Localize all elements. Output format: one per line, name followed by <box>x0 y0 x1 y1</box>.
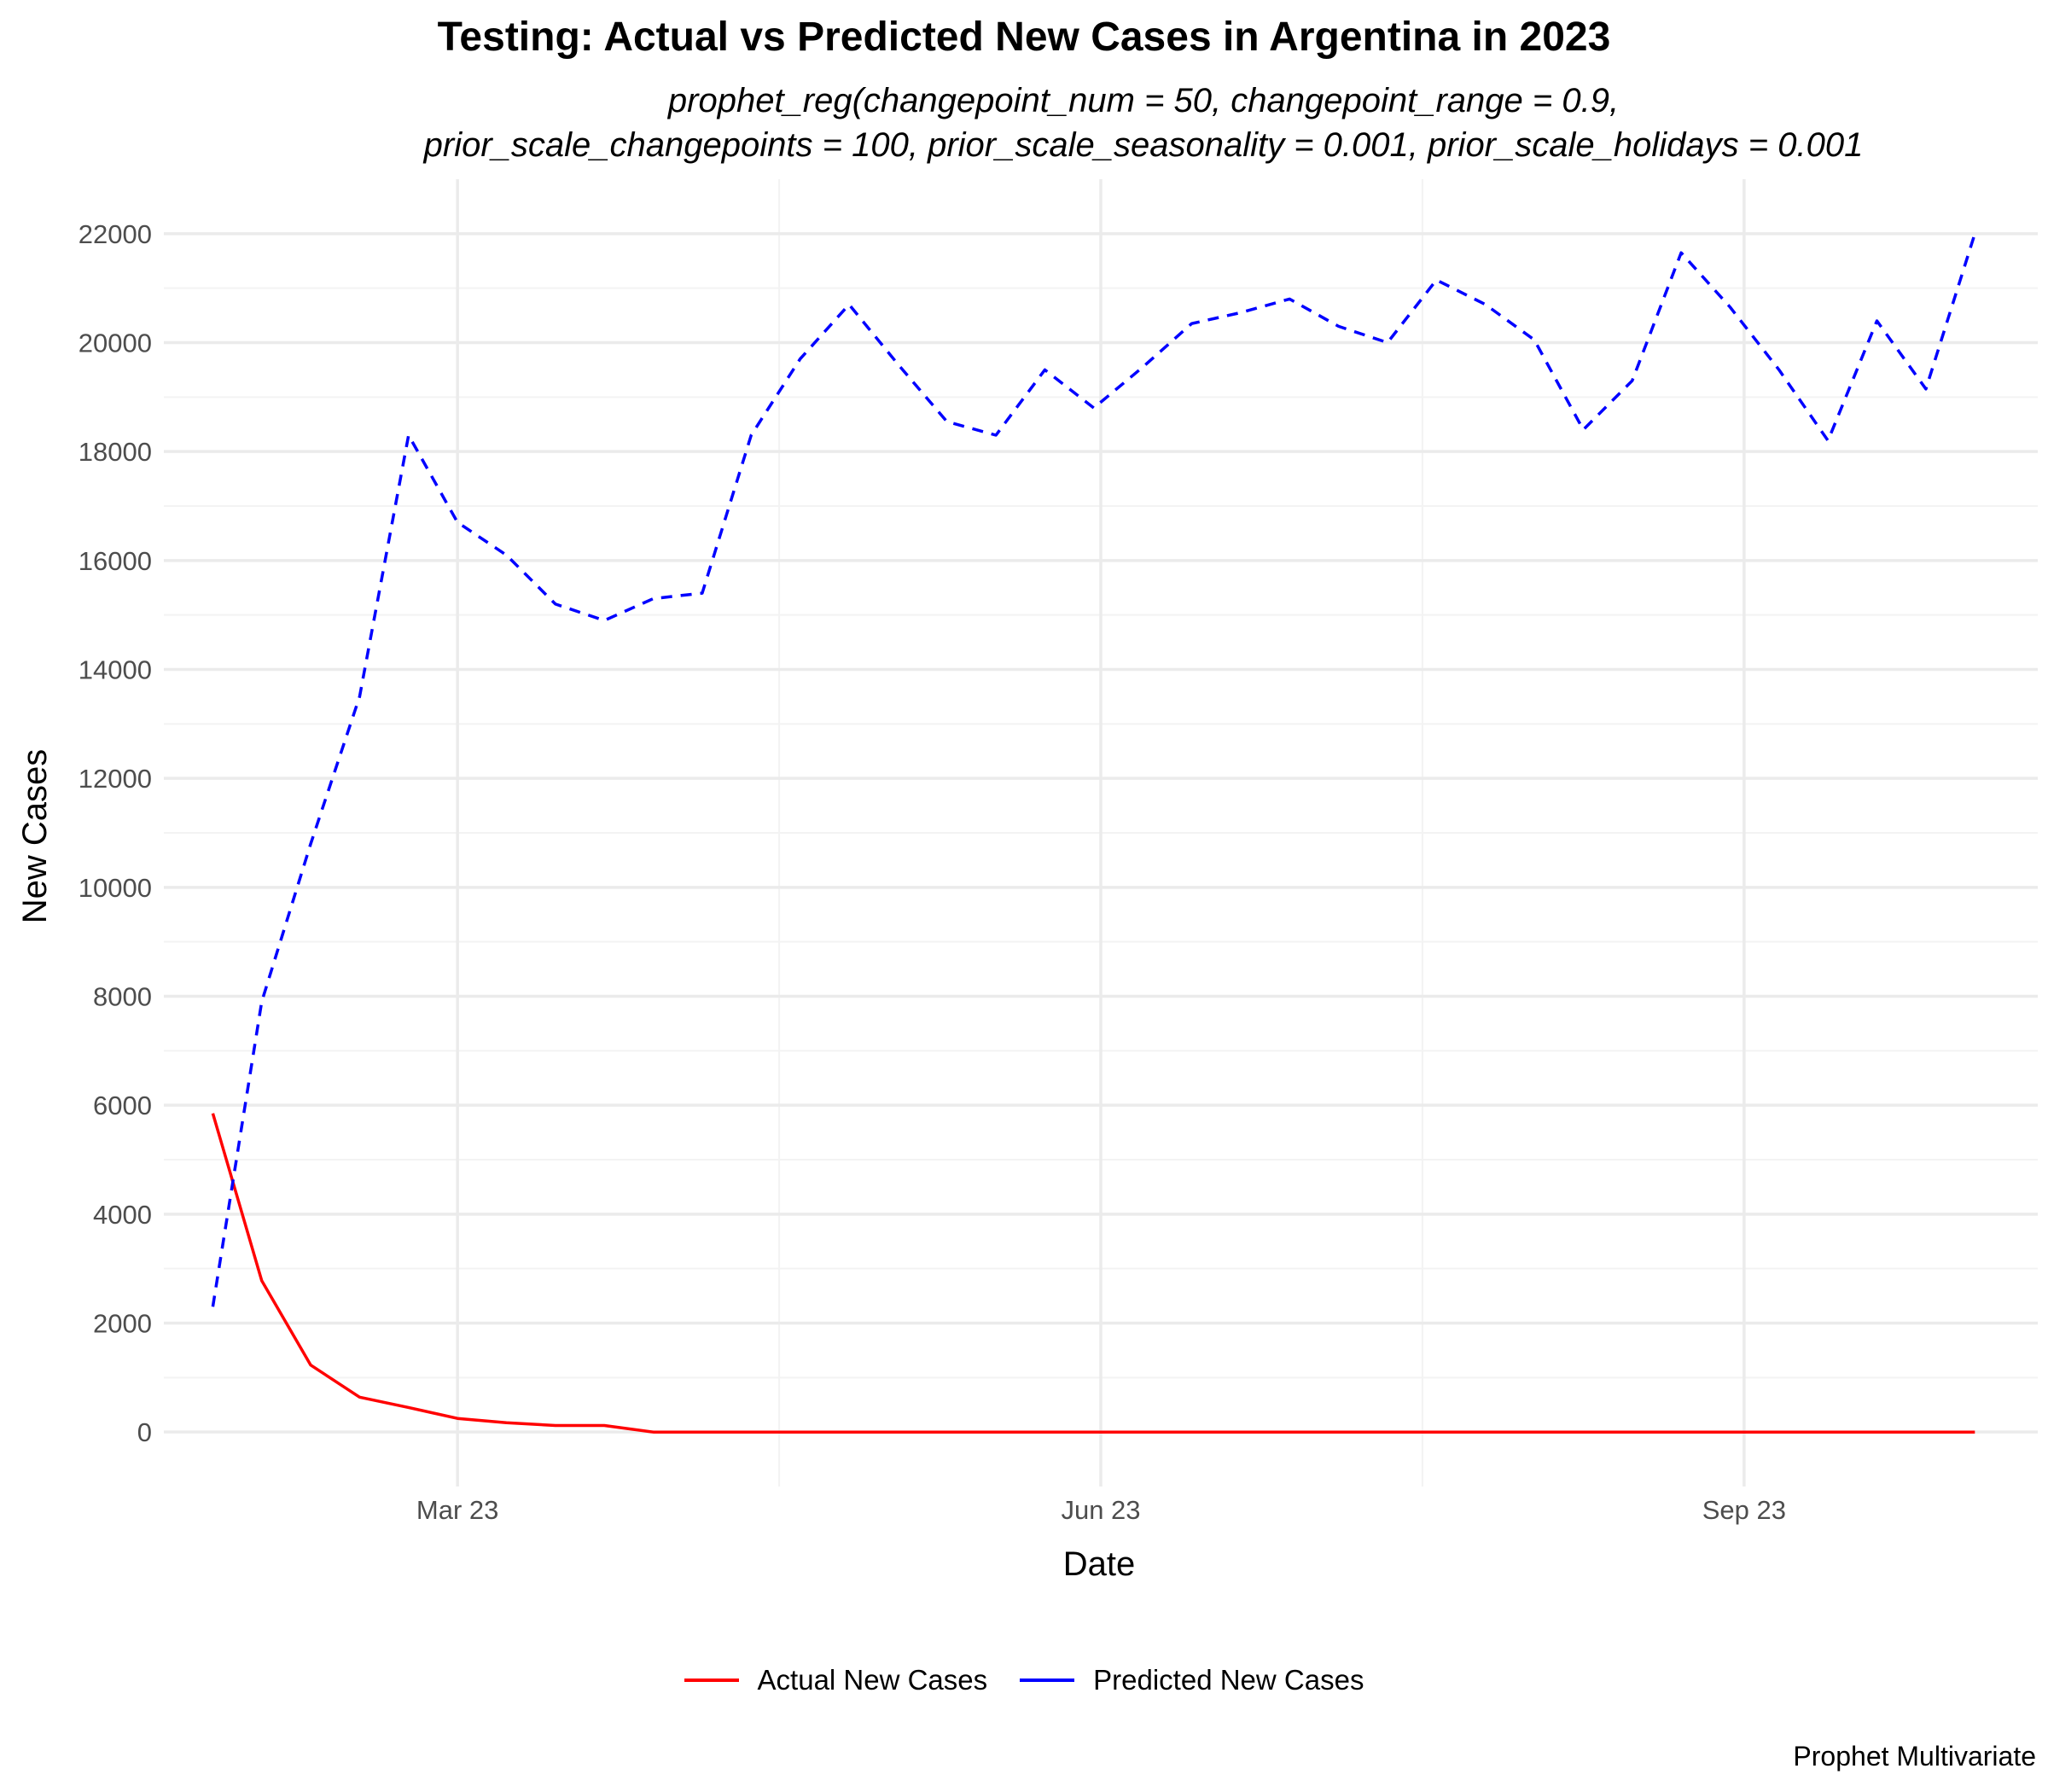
chart-title: Testing: Actual vs Predicted New Cases i… <box>437 15 1611 60</box>
x-tick-label: Sep 23 <box>1702 1495 1786 1525</box>
subtitle-line-2: prior_scale_changepoints = 100, prior_sc… <box>423 126 1864 164</box>
x-axis-ticks: Mar 23 Jun 23 Sep 23 <box>416 1495 1786 1525</box>
legend-key-predicted <box>1020 1679 1075 1682</box>
series-lines <box>211 233 1976 1434</box>
y-tick-label: 20000 <box>79 329 152 358</box>
y-tick-label: 4000 <box>93 1200 152 1230</box>
y-tick-label: 2000 <box>93 1309 152 1339</box>
series-line-actual <box>211 1113 1975 1434</box>
y-axis-label: New Cases <box>16 749 54 924</box>
x-axis-label: Date <box>1063 1545 1136 1583</box>
x-tick-label: Jun 23 <box>1061 1495 1140 1525</box>
legend-item-actual: Actual New Cases <box>684 1664 988 1696</box>
y-tick-label: 12000 <box>79 764 152 794</box>
x-tick-label: Mar 23 <box>416 1495 498 1525</box>
legend-item-predicted: Predicted New Cases <box>1020 1664 1364 1696</box>
y-tick-label: 14000 <box>79 655 152 685</box>
legend-label-predicted: Predicted New Cases <box>1093 1664 1364 1696</box>
y-tick-label: 18000 <box>79 437 152 467</box>
series-line-predicted <box>211 233 1976 1307</box>
y-tick-label: 6000 <box>93 1091 152 1120</box>
legend: Actual New Cases Predicted New Cases <box>0 1664 2048 1696</box>
y-tick-label: 0 <box>137 1417 152 1447</box>
y-tick-label: 22000 <box>79 219 152 249</box>
y-axis-ticks: 0 2000 4000 6000 8000 10000 12000 14000 16000 180… <box>79 219 152 1447</box>
chart-subtitle: prophet_reg(changepoint_num = 50, change… <box>307 79 1980 167</box>
legend-key-actual <box>684 1679 739 1682</box>
legend-label-actual: Actual New Cases <box>757 1664 988 1696</box>
chart-caption: Prophet Multivariate <box>1793 1741 2036 1772</box>
subtitle-line-1: prophet_reg(changepoint_num = 50, change… <box>667 82 1620 119</box>
y-tick-label: 16000 <box>79 546 152 576</box>
y-tick-label: 8000 <box>93 982 152 1012</box>
grid-lines <box>164 179 2038 1487</box>
y-tick-label: 10000 <box>79 873 152 903</box>
